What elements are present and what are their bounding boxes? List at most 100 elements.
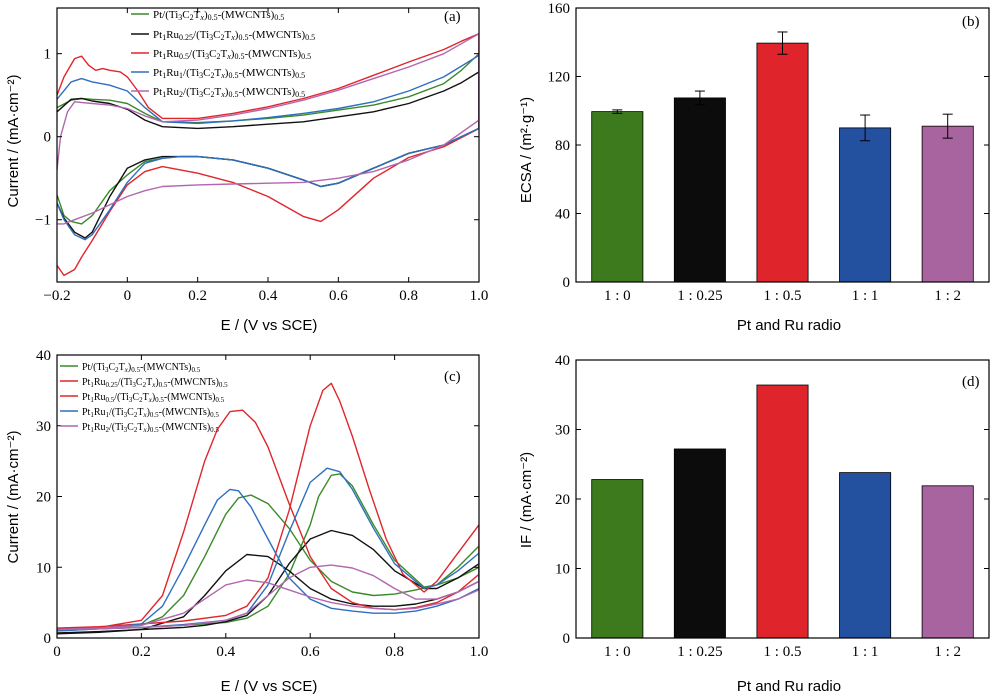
panel-b-category-label: 1 : 1 xyxy=(852,288,879,304)
panel-a-plot-area: −0.2 0 0.2 0.4 0.6 0.8 1.0 −1 0 1 xyxy=(35,7,489,304)
panel-c-y-tick-label: 0 xyxy=(44,631,52,647)
panel-b-y-tick-label: 0 xyxy=(563,275,571,291)
svg-text:Pt/(Ti3C2Tx)0.5-(MWCNTs)0.5: Pt/(Ti3C2Tx)0.5-(MWCNTs)0.5 xyxy=(82,362,201,374)
panel-b-x-axis-label: Pt and Ru radio xyxy=(737,317,841,334)
panel-a-legend: Pt/(Ti3C2Tx)0.5-(MWCNTs)0.5 Pt1Ru0.25/(T… xyxy=(131,9,315,99)
panel-c-legend-item: Pt/(Ti3C2Tx)0.5-(MWCNTs)0.5 xyxy=(60,362,201,374)
panel-c-series-2 xyxy=(57,529,479,635)
panel-d-bar xyxy=(756,384,809,639)
panel-b-label: (b) xyxy=(962,14,980,30)
panel-d-category-label: 1 : 0.25 xyxy=(677,644,722,660)
panel-d-y-tick-label: 40 xyxy=(555,353,570,369)
panel-a-series-group xyxy=(57,33,479,277)
panel-a-series-1 xyxy=(57,53,479,225)
panel-d-category-label: 1 : 1 xyxy=(852,644,879,660)
panel-b-bar xyxy=(591,111,644,283)
panel-c-y-tick-label: 10 xyxy=(36,560,51,576)
panel-b-category-label: 1 : 0 xyxy=(604,288,631,304)
svg-text:Pt1Ru0.25/(Ti3C2Tx)0.5-(MWCNTs: Pt1Ru0.25/(Ti3C2Tx)0.5-(MWCNTs)0.5 xyxy=(153,29,315,42)
panel-b-bar xyxy=(921,125,974,283)
panel-b-bar xyxy=(839,127,892,283)
panel-c-legend: Pt/(Ti3C2Tx)0.5-(MWCNTs)0.5 Pt1Ru0.25/(T… xyxy=(60,362,228,434)
panel-a-x-tick-label: 0.6 xyxy=(329,288,348,304)
panel-a-x-axis-label: E / (V vs SCE) xyxy=(221,317,318,334)
panel-a-y-axis-label: Current / (mA·cm⁻²) xyxy=(5,75,22,208)
panel-c-series-1 xyxy=(57,473,479,632)
panel-c-y-tick-label: 40 xyxy=(36,348,51,364)
panel-b-bar xyxy=(756,42,809,283)
panel-a-series-2 xyxy=(57,71,479,239)
panel-d-bar xyxy=(591,479,644,639)
svg-text:Pt1Ru1/(Ti3C2Tx)0.5-(MWCNTs)0.: Pt1Ru1/(Ti3C2Tx)0.5-(MWCNTs)0.5 xyxy=(153,67,305,80)
panel-a-x-tick-label: 0 xyxy=(124,288,132,304)
panel-a-series-4 xyxy=(57,54,479,241)
panel-a-x-tick-label: 0.8 xyxy=(399,288,418,304)
panel-a-legend-item: Pt/(Ti3C2Tx)0.5-(MWCNTs)0.5 xyxy=(131,9,284,22)
panel-c-x-tick-label: 0.2 xyxy=(132,644,151,660)
panel-d-y-tick-label: 0 xyxy=(563,631,571,647)
svg-text:Pt1Ru2/(Ti3C2Tx)0.5-(MWCNTs)0.: Pt1Ru2/(Ti3C2Tx)0.5-(MWCNTs)0.5 xyxy=(82,422,219,434)
panel-b-y-tick-label: 80 xyxy=(555,138,570,154)
panel-b-y-tick-label: 120 xyxy=(548,70,571,86)
panel-a-series-5 xyxy=(57,33,479,225)
panel-d-y-tick-label: 10 xyxy=(555,562,570,578)
panel-c-legend-item: Pt1Ru0.5/(Ti3C2Tx)0.5-(MWCNTs)0.5 xyxy=(60,392,225,404)
panel-b-bar xyxy=(673,97,726,283)
panel-a-legend-item: Pt1Ru1/(Ti3C2Tx)0.5-(MWCNTs)0.5 xyxy=(131,67,305,80)
panel-c-x-tick-label: 0.6 xyxy=(301,644,320,660)
panel-a-legend-item: Pt1Ru0.5/(Ti3C2Tx)0.5-(MWCNTs)0.5 xyxy=(131,48,311,61)
panel-a-x-tick-label: 1.0 xyxy=(470,288,489,304)
panel-c: 0 0.2 0.4 0.6 0.8 1.0 0 10 20 30 40 (c) Pt/(Ti3C2T… xyxy=(5,348,488,695)
panel-c-y-tick-label: 20 xyxy=(36,490,51,506)
panel-b-category-label: 1 : 2 xyxy=(934,288,961,304)
panel-c-series-3 xyxy=(57,382,479,631)
panel-c-legend-item: Pt1Ru1/(Ti3C2Tx)0.5-(MWCNTs)0.5 xyxy=(60,407,219,419)
panel-c-y-tick-label: 30 xyxy=(36,419,51,435)
panel-b-y-tick-label: 160 xyxy=(548,1,571,17)
panel-d-y-axis-label: IF / (mA·cm⁻²) xyxy=(518,452,535,548)
panel-c-series-5 xyxy=(57,564,479,631)
panel-a-y-tick-label: 1 xyxy=(44,47,52,63)
svg-text:Pt1Ru0.25/(Ti3C2Tx)0.5-(MWCNTs: Pt1Ru0.25/(Ti3C2Tx)0.5-(MWCNTs)0.5 xyxy=(82,377,228,389)
panel-d-plot-area: 1 : 0 1 : 0.25 1 : 0.5 1 : 1 1 : 2 0 10 20 30 40 xyxy=(555,353,990,660)
panel-a-label: (a) xyxy=(444,9,461,25)
panel-a-y-tick-label: −1 xyxy=(35,213,51,229)
panel-b-y-axis-label: ECSA / (m²·g⁻¹) xyxy=(518,97,535,203)
panel-c-x-tick-label: 0.8 xyxy=(385,644,404,660)
panel-d-x-axis-label: Pt and Ru radio xyxy=(737,678,841,695)
panel-d-bar xyxy=(673,448,726,639)
panel-d-y-tick-label: 30 xyxy=(555,423,570,439)
panel-d-category-label: 1 : 0 xyxy=(604,644,631,660)
panel-a-legend-item: Pt1Ru2/(Ti3C2Tx)0.5-(MWCNTs)0.5 xyxy=(131,86,305,99)
panel-c-plot-area: 0 0.2 0.4 0.6 0.8 1.0 0 10 20 30 40 xyxy=(36,348,488,660)
panel-a-x-tick-label: 0.2 xyxy=(188,288,207,304)
panel-d-bar xyxy=(921,485,974,639)
svg-text:Pt1Ru1/(Ti3C2Tx)0.5-(MWCNTs)0.: Pt1Ru1/(Ti3C2Tx)0.5-(MWCNTs)0.5 xyxy=(82,407,219,419)
svg-text:Pt1Ru0.5/(Ti3C2Tx)0.5-(MWCNTs): Pt1Ru0.5/(Ti3C2Tx)0.5-(MWCNTs)0.5 xyxy=(82,392,225,404)
panel-c-legend-item: Pt1Ru0.25/(Ti3C2Tx)0.5-(MWCNTs)0.5 xyxy=(60,377,228,389)
panel-b-y-tick-label: 40 xyxy=(555,207,570,223)
panel-b-category-label: 1 : 0.5 xyxy=(764,288,802,304)
panel-a: −0.2 0 0.2 0.4 0.6 0.8 1.0 −1 0 1 (a) Pt/(Ti3C2Tx… xyxy=(5,7,489,334)
svg-text:Pt1Ru0.5/(Ti3C2Tx)0.5-(MWCNTs): Pt1Ru0.5/(Ti3C2Tx)0.5-(MWCNTs)0.5 xyxy=(153,48,311,61)
svg-text:Pt1Ru2/(Ti3C2Tx)0.5-(MWCNTs)0.: Pt1Ru2/(Ti3C2Tx)0.5-(MWCNTs)0.5 xyxy=(153,86,305,99)
panel-a-legend-item: Pt1Ru0.25/(Ti3C2Tx)0.5-(MWCNTs)0.5 xyxy=(131,29,315,42)
panel-d-bar xyxy=(839,472,892,639)
panel-a-y-tick-label: 0 xyxy=(44,130,52,146)
panel-c-series-group xyxy=(57,382,479,635)
panel-d-category-label: 1 : 2 xyxy=(934,644,961,660)
panel-c-label: (c) xyxy=(444,369,461,385)
svg-text:Pt/(Ti3C2Tx)0.5-(MWCNTs)0.5: Pt/(Ti3C2Tx)0.5-(MWCNTs)0.5 xyxy=(153,9,284,22)
panel-c-x-axis-label: E / (V vs SCE) xyxy=(221,678,318,695)
panel-b-category-label: 1 : 0.25 xyxy=(677,288,722,304)
panel-a-series-3 xyxy=(57,33,479,277)
panel-c-x-tick-label: 0.4 xyxy=(216,644,235,660)
panel-d-category-label: 1 : 0.5 xyxy=(764,644,802,660)
panel-d-y-tick-label: 20 xyxy=(555,492,570,508)
panel-c-y-axis-label: Current / (mA·cm⁻²) xyxy=(5,431,22,564)
panel-c-x-tick-label: 0 xyxy=(53,644,61,660)
panel-b-plot-area: 1 : 0 1 : 0.25 1 : 0.5 1 : 1 1 : 2 0 40 80 120 16… xyxy=(548,1,990,304)
panel-d-label: (d) xyxy=(962,374,980,390)
